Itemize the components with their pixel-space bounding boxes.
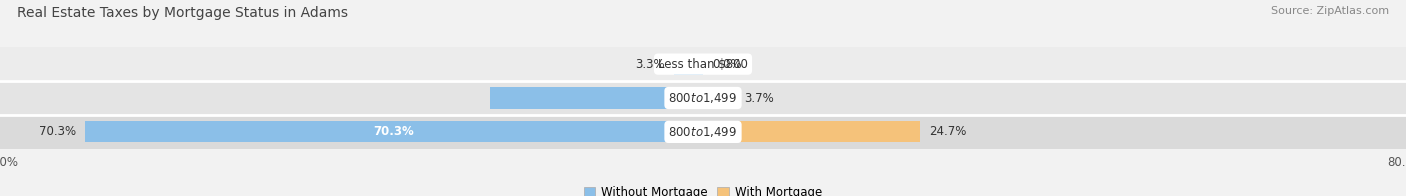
Bar <box>0 81 1406 115</box>
Bar <box>0 47 1406 81</box>
Text: $800 to $1,499: $800 to $1,499 <box>668 91 738 105</box>
Text: 0.0%: 0.0% <box>711 58 741 71</box>
Bar <box>703 121 920 142</box>
Text: $800 to $1,499: $800 to $1,499 <box>668 125 738 139</box>
Bar <box>86 121 703 142</box>
Bar <box>491 87 703 109</box>
Text: 3.3%: 3.3% <box>636 58 665 71</box>
Text: Real Estate Taxes by Mortgage Status in Adams: Real Estate Taxes by Mortgage Status in … <box>17 6 347 20</box>
Bar <box>703 87 735 109</box>
Bar <box>0 115 1406 149</box>
Text: 3.7%: 3.7% <box>744 92 775 104</box>
Text: 24.7%: 24.7% <box>929 125 966 138</box>
Text: Less than $800: Less than $800 <box>658 58 748 71</box>
Text: Source: ZipAtlas.com: Source: ZipAtlas.com <box>1271 6 1389 16</box>
Text: 70.3%: 70.3% <box>39 125 76 138</box>
Legend: Without Mortgage, With Mortgage: Without Mortgage, With Mortgage <box>579 182 827 196</box>
Bar <box>673 54 703 75</box>
Text: 70.3%: 70.3% <box>374 125 415 138</box>
